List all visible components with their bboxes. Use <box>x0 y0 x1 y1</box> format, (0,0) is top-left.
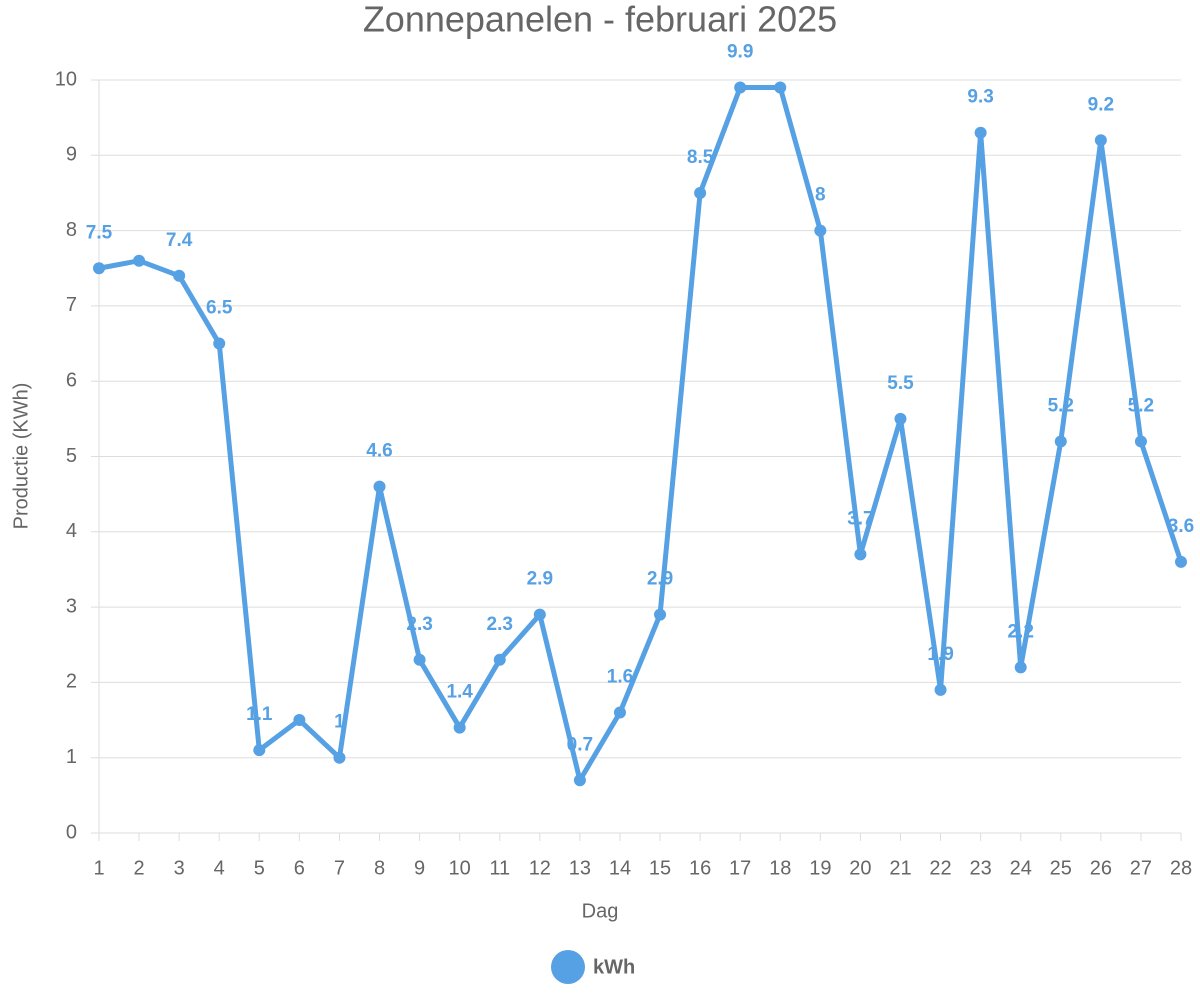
y-tick-label: 9 <box>66 144 77 166</box>
y-tick-label: 3 <box>66 595 77 617</box>
data-label: 0.7 <box>567 734 593 755</box>
x-tick-label: 23 <box>970 857 992 879</box>
point <box>814 224 827 237</box>
x-tick-label: 18 <box>769 857 791 879</box>
point <box>774 81 787 94</box>
y-tick-label: 1 <box>66 746 77 768</box>
data-label: 8 <box>815 185 826 206</box>
point <box>854 548 867 561</box>
data-label: 5.2 <box>1048 395 1074 416</box>
point <box>453 721 466 734</box>
data-label: 9.9 <box>727 42 753 63</box>
point <box>974 126 987 139</box>
x-tick-label: 4 <box>214 857 225 879</box>
x-tick-label: 19 <box>809 857 831 879</box>
data-label: 1.4 <box>446 682 473 703</box>
point <box>173 269 186 282</box>
x-tick-label: 22 <box>929 857 951 879</box>
data-label: 9.2 <box>1088 94 1114 115</box>
y-tick-label: 5 <box>66 445 77 467</box>
y-tick-label: 10 <box>55 68 77 90</box>
x-tick-label: 12 <box>529 857 551 879</box>
point <box>734 81 747 94</box>
legend-label: kWh <box>593 956 635 978</box>
chart-title: Zonnepanelen - februari 2025 <box>363 0 837 40</box>
x-tick-label: 5 <box>254 857 265 879</box>
x-tick-label: 3 <box>174 857 185 879</box>
point <box>694 186 707 199</box>
point <box>373 480 386 493</box>
data-label: 1 <box>334 712 345 733</box>
data-label: 2.2 <box>1007 621 1033 642</box>
point <box>253 744 266 757</box>
point <box>573 774 586 787</box>
point <box>93 262 105 275</box>
y-tick-label: 2 <box>66 671 77 693</box>
x-tick-label: 7 <box>334 857 345 879</box>
y-tick-label: 0 <box>66 821 77 843</box>
x-tick-label: 10 <box>449 857 471 879</box>
point <box>293 714 306 727</box>
data-label: 5.5 <box>887 373 914 394</box>
point <box>493 653 506 666</box>
x-tick-label: 1 <box>93 857 104 879</box>
data-label: 2.3 <box>487 614 513 635</box>
point <box>213 337 226 350</box>
data-label: 2.9 <box>527 569 553 590</box>
point <box>1014 661 1027 674</box>
point <box>333 751 346 764</box>
data-label: 7.4 <box>166 230 193 251</box>
x-tick-label: 14 <box>609 857 631 879</box>
x-axis-label: Dag <box>582 900 619 922</box>
data-label: 4.6 <box>366 441 392 462</box>
point <box>654 608 667 621</box>
point <box>1175 555 1187 568</box>
data-label: 1.6 <box>607 667 633 688</box>
legend-marker <box>551 950 585 984</box>
data-label: 9.3 <box>967 87 993 108</box>
point <box>934 683 947 696</box>
x-tick-label: 15 <box>649 857 671 879</box>
point <box>1054 435 1067 448</box>
data-label: 7.5 <box>86 222 113 243</box>
x-tick-label: 26 <box>1090 857 1112 879</box>
x-tick-label: 8 <box>374 857 385 879</box>
x-tick-label: 28 <box>1170 857 1192 879</box>
x-tick-label: 9 <box>414 857 425 879</box>
x-tick-label: 16 <box>689 857 711 879</box>
x-tick-label: 27 <box>1130 857 1152 879</box>
point <box>613 706 626 719</box>
x-tick-label: 6 <box>294 857 305 879</box>
point <box>413 653 426 666</box>
data-label: 8.5 <box>687 147 714 168</box>
point <box>133 254 146 267</box>
x-tick-label: 24 <box>1010 857 1032 879</box>
data-label: 1.9 <box>927 644 953 665</box>
x-tick-label: 25 <box>1050 857 1072 879</box>
y-tick-label: 6 <box>66 369 77 391</box>
data-label: 6.5 <box>206 298 233 319</box>
data-label: 3.7 <box>847 508 873 529</box>
x-tick-label: 17 <box>729 857 751 879</box>
point <box>894 412 907 425</box>
data-label: 2.3 <box>406 614 432 635</box>
y-tick-label: 7 <box>66 294 77 316</box>
x-tick-label: 11 <box>489 857 510 879</box>
point <box>533 608 546 621</box>
x-tick-label: 13 <box>569 857 591 879</box>
x-tick-label: 2 <box>134 857 145 879</box>
y-axis-label: Productie (KWh) <box>10 383 32 530</box>
x-tick-label: 21 <box>889 857 911 879</box>
line <box>98 85 1184 783</box>
data-label: 5.2 <box>1128 395 1154 416</box>
y-tick-label: 4 <box>66 520 77 542</box>
point <box>1094 134 1107 147</box>
data-label: 2.9 <box>647 569 673 590</box>
x-tick-label: 20 <box>849 857 871 879</box>
data-label: 1.1 <box>246 704 273 725</box>
y-tick-label: 8 <box>66 219 77 241</box>
point <box>1134 435 1147 448</box>
data-label: 3.6 <box>1168 516 1194 537</box>
